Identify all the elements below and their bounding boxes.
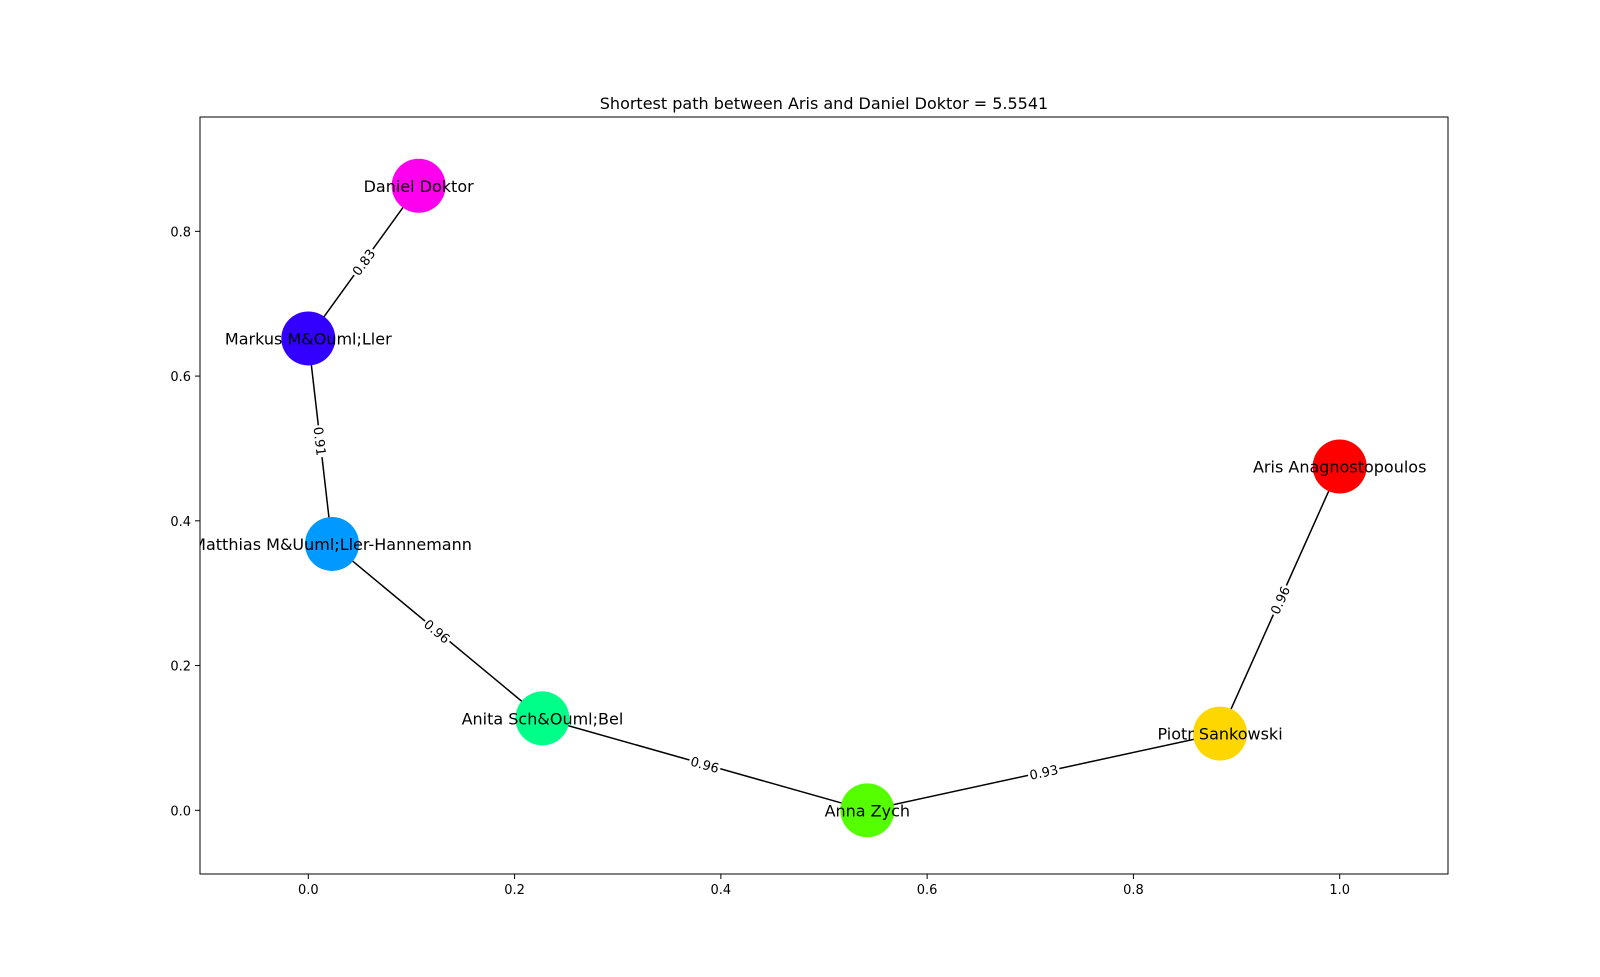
node-label-anita: Anita Sch&Ouml;Bel bbox=[462, 709, 624, 728]
x-tick-label: 0.6 bbox=[917, 883, 938, 898]
node-anita bbox=[515, 691, 570, 746]
x-tick-label: 0.4 bbox=[711, 883, 732, 898]
node-anna bbox=[840, 783, 895, 838]
node-matthias bbox=[305, 516, 360, 571]
nodes-layer bbox=[281, 158, 1367, 838]
edge-weight-label: 0.96 bbox=[688, 755, 720, 777]
axes-ticks: 0.0 0.2 0.4 0.6 0.8 1.0 0.0 0.2 0.4 0.6 0.8 bbox=[170, 225, 1350, 898]
y-tick-label: 0.2 bbox=[170, 660, 191, 675]
edge-label-background bbox=[1266, 582, 1294, 618]
edge-label-group: 0.91 bbox=[310, 424, 330, 459]
edge-label-group: 0.96 bbox=[687, 752, 723, 777]
y-tick-label: 0.4 bbox=[170, 515, 191, 530]
node-labels-layer: Daniel Doktor Markus M&Ouml;Ller Matthias … bbox=[192, 177, 1426, 821]
chart-title: Shortest path between Aris and Daniel Do… bbox=[600, 94, 1048, 113]
edge-label-group: 0.83 bbox=[347, 244, 380, 280]
edge-label-background bbox=[1026, 760, 1062, 784]
edge-label-background bbox=[347, 244, 380, 280]
node-label-anna: Anna Zych bbox=[825, 801, 910, 820]
axes-frame bbox=[199, 116, 1449, 875]
node-markus bbox=[281, 311, 336, 366]
x-tick-label: 1.0 bbox=[1329, 883, 1350, 898]
node-label-piotr: Piotr Sankowski bbox=[1157, 725, 1282, 744]
edge-labels-layer: 0.830.910.960.96 0.930.96 bbox=[310, 244, 1294, 784]
edge-label-background bbox=[310, 424, 330, 459]
node-aris bbox=[1312, 439, 1367, 494]
x-tick-label: 0.8 bbox=[1123, 883, 1144, 898]
node-label-matthias: Matthias M&Uuml;Ller-Hannemann bbox=[192, 535, 472, 554]
node-piotr bbox=[1193, 706, 1248, 761]
edge-weight-label: 0.91 bbox=[310, 426, 328, 456]
edge-label-background bbox=[419, 614, 455, 648]
node-label-aris: Aris Anagnostopoulos bbox=[1253, 458, 1426, 477]
edge-weight-label: 0.96 bbox=[1268, 584, 1294, 617]
y-tick-label: 0.0 bbox=[170, 804, 191, 819]
y-tick-label: 0.6 bbox=[170, 370, 191, 385]
node-label-markus: Markus M&Ouml;Ller bbox=[225, 329, 392, 348]
x-tick-label: 0.2 bbox=[504, 883, 525, 898]
edge-label-group: 0.96 bbox=[1266, 582, 1294, 618]
edge-label-group: 0.93 bbox=[1026, 760, 1062, 784]
node-label-daniel: Daniel Doktor bbox=[364, 177, 475, 196]
edge-label-background bbox=[687, 752, 723, 777]
edge-weight-label: 0.93 bbox=[1028, 763, 1059, 784]
node-daniel bbox=[391, 158, 446, 213]
x-tick-label: 0.0 bbox=[298, 883, 319, 898]
y-tick-label: 0.8 bbox=[170, 225, 191, 240]
